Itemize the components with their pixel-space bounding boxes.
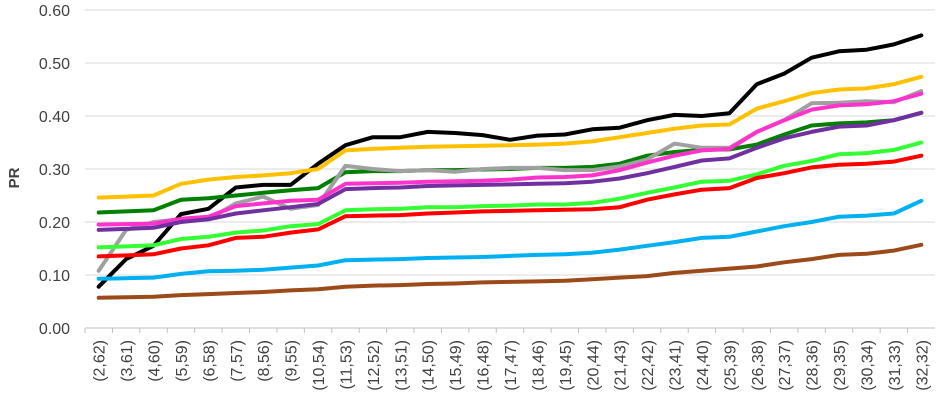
- x-tick-label: (2,62): [92, 340, 109, 382]
- x-tick-label: (20,44): [585, 340, 602, 391]
- x-tick-label: (30,34): [859, 340, 876, 391]
- x-tick-label: (17,47): [503, 340, 520, 391]
- x-tick-label: (4,60): [147, 340, 164, 382]
- series-line-1: [96, 33, 924, 289]
- x-tick-label: (28,36): [805, 340, 822, 391]
- x-tick-label: (19,45): [558, 340, 575, 391]
- series-line-10: [96, 242, 924, 300]
- y-axis-title: PR: [6, 167, 23, 188]
- series-line-7: [96, 140, 924, 250]
- y-axis-tick-labels: 0.00 0.10 0.20 0.30 0.40 0.50 0.60: [39, 3, 70, 338]
- x-tick-label: (22,42): [640, 340, 657, 391]
- x-tick-label: (13,51): [393, 340, 410, 391]
- series-line-5: [96, 91, 924, 227]
- x-tick-label: (26,38): [750, 340, 767, 391]
- x-tick-label: (7,57): [229, 340, 246, 382]
- y-tick-label: 0.20: [39, 215, 70, 232]
- x-tick-label: (11,53): [338, 340, 355, 390]
- x-tick-label: (27,37): [777, 340, 794, 391]
- series-line-2: [96, 74, 924, 200]
- x-tick-label: (5,59): [174, 340, 191, 382]
- x-tick-label: (9,55): [284, 340, 301, 382]
- x-tick-label: (6,58): [201, 340, 218, 382]
- x-tick-label: (24,40): [695, 340, 712, 391]
- x-tick-label: (25,39): [722, 340, 739, 391]
- y-tick-label: 0.00: [39, 321, 70, 338]
- x-tick-label: (14,50): [421, 340, 438, 391]
- x-tick-label: (12,52): [366, 340, 383, 391]
- y-tick-label: 0.10: [39, 268, 70, 285]
- x-tick-label: (32,32): [914, 340, 931, 391]
- x-tick-label: (10,54): [311, 340, 328, 391]
- series-line-6: [96, 110, 924, 232]
- x-tick-label: (23,41): [668, 340, 685, 391]
- x-tick-label: (3,61): [119, 340, 136, 382]
- series-line-9: [96, 198, 924, 281]
- x-tick-label: (18,46): [530, 340, 547, 391]
- x-tick-label: (8,56): [256, 340, 273, 382]
- x-axis-tick-labels: (2,62) (3,61) (4,60) (5,59) (6,58) (7,57) (8,5…: [84, 328, 931, 391]
- y-tick-label: 0.40: [39, 109, 70, 126]
- series-line-8: [96, 153, 924, 259]
- y-tick-label: 0.60: [39, 3, 70, 20]
- x-tick-label: (31,33): [887, 340, 904, 391]
- y-tick-label: 0.50: [39, 56, 70, 73]
- series-lines: [96, 33, 924, 300]
- x-tick-label: (29,35): [832, 340, 849, 391]
- x-tick-label: (21,43): [613, 340, 630, 391]
- y-tick-label: 0.30: [39, 162, 70, 179]
- x-tick-label: (16,48): [476, 340, 493, 391]
- x-tick-label: (15,49): [448, 340, 465, 391]
